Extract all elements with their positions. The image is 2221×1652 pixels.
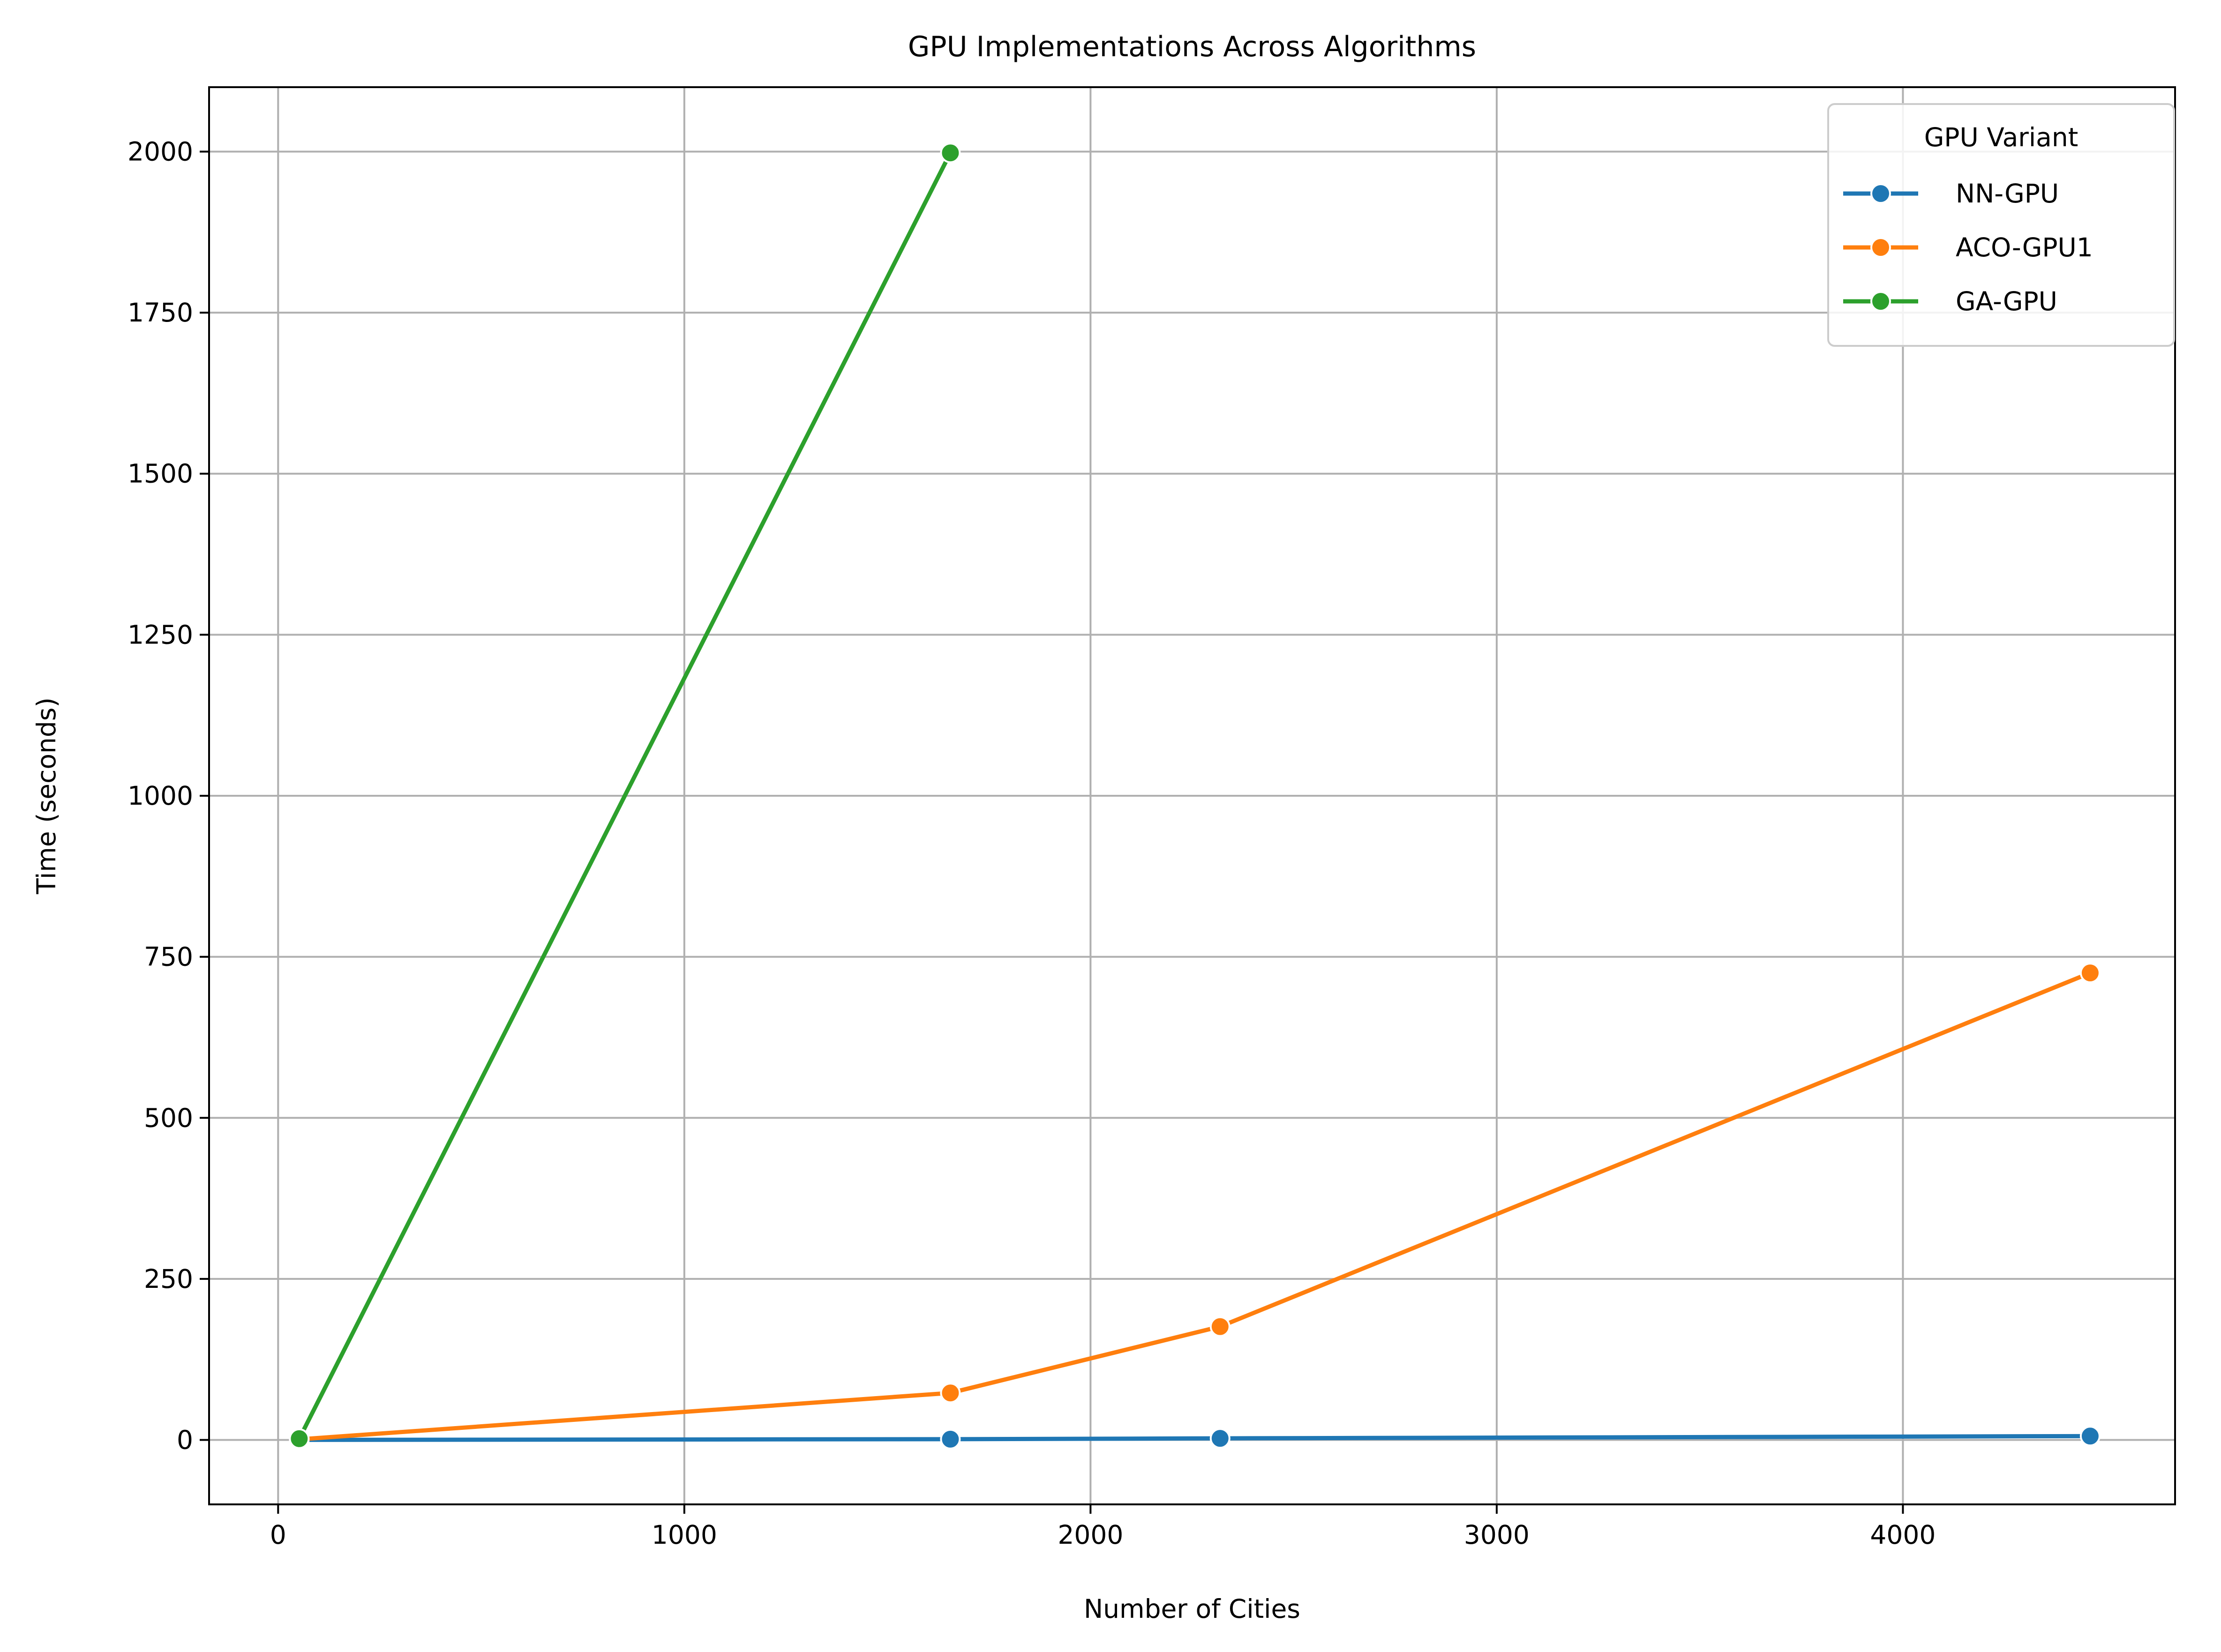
x-axis-label: Number of Cities <box>1084 1594 1300 1624</box>
y-tick-label: 1250 <box>128 620 193 650</box>
y-axis-ticks: 0 250 500 750 1000 1250 1500 1750 2000 <box>128 136 209 1455</box>
y-tick-label: 2000 <box>128 136 193 166</box>
data-point-nn-gpu <box>1209 1428 1231 1449</box>
y-tick-label: 1000 <box>128 781 193 811</box>
legend-label: NN-GPU <box>1956 179 2059 209</box>
data-point-aco-gpu1 <box>2079 963 2101 983</box>
series-ga-gpu <box>289 142 961 1449</box>
y-tick-label: 500 <box>144 1103 193 1133</box>
series-line-aco-gpu1 <box>297 970 2093 1442</box>
y-tick-label: 0 <box>177 1425 193 1455</box>
series-line-nn-gpu <box>297 1434 2093 1442</box>
data-point-ga-gpu <box>289 1428 310 1449</box>
grid-lines <box>209 87 2175 1504</box>
x-tick-label: 1000 <box>652 1520 717 1550</box>
y-tick-label: 1500 <box>128 459 193 489</box>
legend-entries: NN-GPU ACO-GPU1 GA-GPU <box>1843 179 2093 316</box>
series-line-ga-gpu <box>296 150 953 1442</box>
legend-marker <box>1870 237 1891 258</box>
x-tick-label: 4000 <box>1870 1520 1936 1550</box>
legend-label: ACO-GPU1 <box>1956 232 2093 262</box>
y-axis-label: Time (seconds) <box>31 697 61 895</box>
legend-marker <box>1870 291 1891 312</box>
legend-label: GA-GPU <box>1956 286 2057 316</box>
y-tick-label: 1750 <box>128 298 193 328</box>
y-tick-label: 750 <box>144 942 193 972</box>
x-axis-ticks: 0 1000 2000 3000 4000 <box>270 1504 1936 1550</box>
legend-title: GPU Variant <box>1924 122 2078 152</box>
data-point-ga-gpu <box>940 142 961 164</box>
legend-box <box>1827 103 2175 347</box>
legend-marker <box>1870 183 1891 204</box>
chart-title: GPU Implementations Across Algorithms <box>908 30 1476 63</box>
data-point-aco-gpu1 <box>940 1383 961 1404</box>
data-point-nn-gpu <box>2079 1426 2101 1447</box>
x-tick-label: 0 <box>270 1520 286 1550</box>
legend-entry-ga-gpu: GA-GPU <box>1843 286 2057 316</box>
x-tick-label: 3000 <box>1464 1520 1530 1550</box>
y-tick-label: 250 <box>144 1264 193 1294</box>
legend: GPU Variant NN-GPU ACO-GPU1 GA-GPU <box>1827 103 2175 347</box>
data-point-aco-gpu1 <box>1209 1316 1231 1337</box>
data-point-nn-gpu <box>940 1428 961 1450</box>
legend-entry-aco-gpu1: ACO-GPU1 <box>1843 232 2093 262</box>
legend-entry-nn-gpu: NN-GPU <box>1843 179 2059 209</box>
x-tick-label: 2000 <box>1058 1520 1123 1550</box>
plot-series <box>289 142 2101 1450</box>
